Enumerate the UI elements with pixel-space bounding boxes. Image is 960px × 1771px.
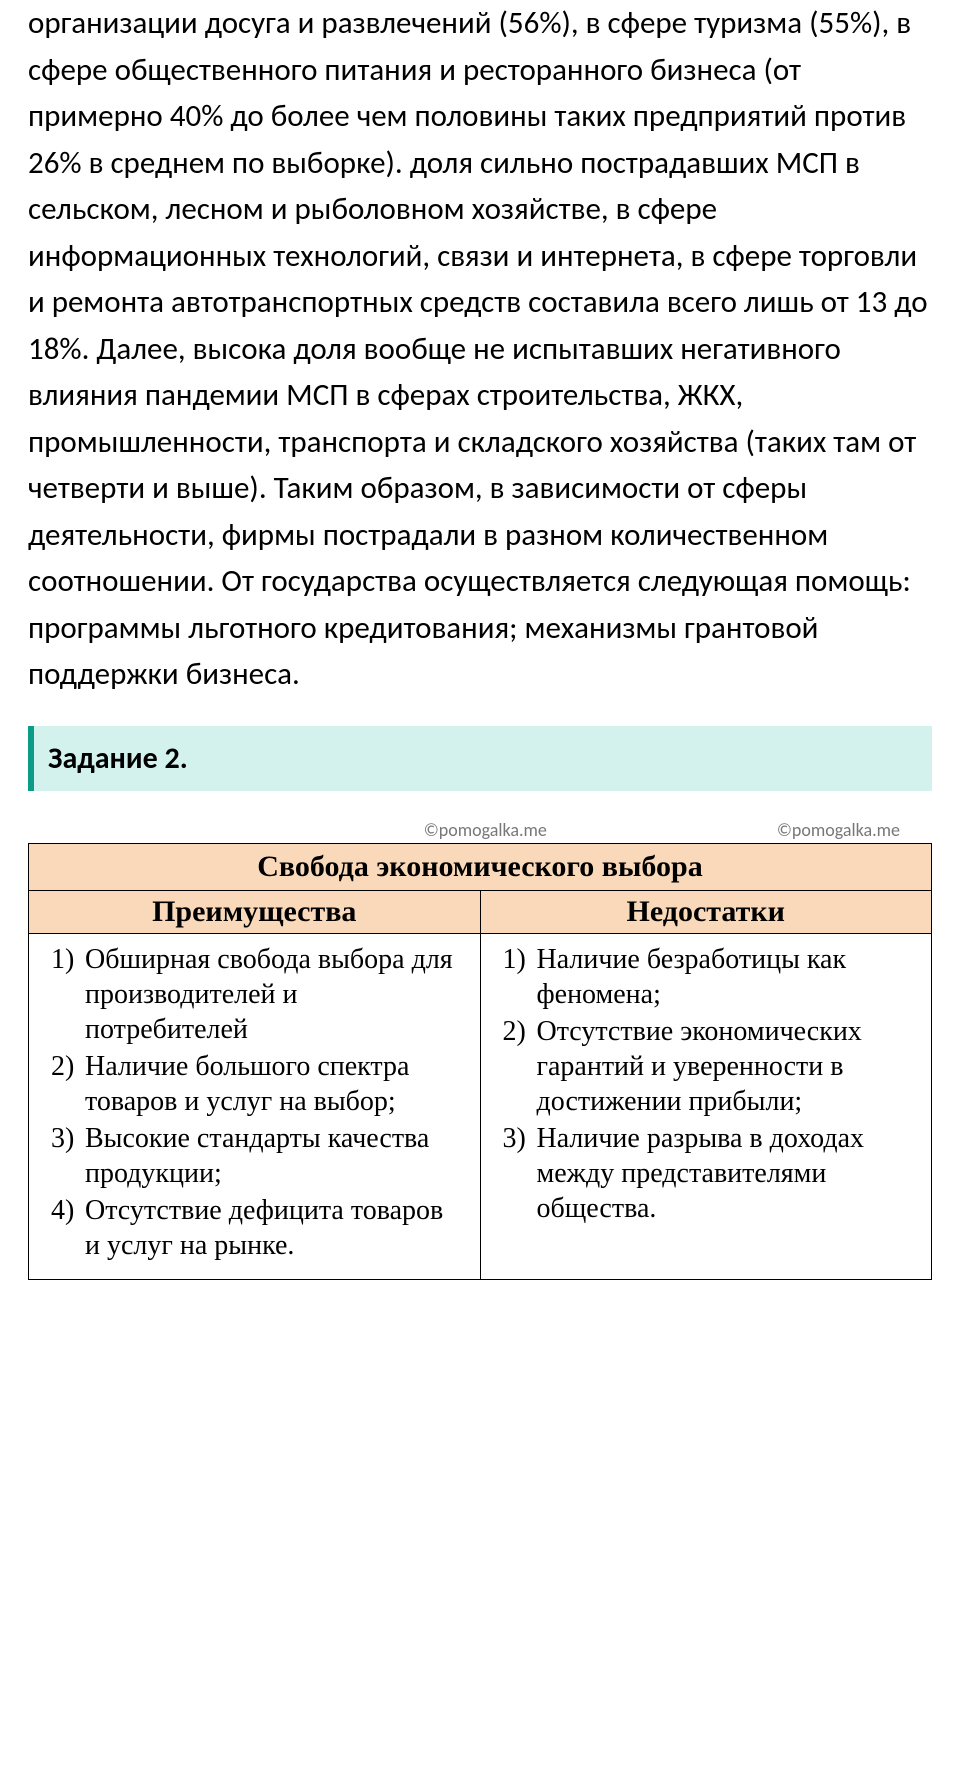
advantages-list: 1)Обширная свобода выбора для производит… — [51, 942, 462, 1263]
list-marker: 1) — [503, 942, 537, 1012]
list-text: Отсутствие экономических гарантий и увер… — [537, 1014, 914, 1119]
list-text: Высокие стандарты качества продукции; — [85, 1121, 462, 1191]
task-banner: Задание 2. — [28, 726, 932, 791]
table-header-advantages: Преимущества — [29, 890, 481, 933]
watermark-row: ©pomogalka.me ©pomogalka.me — [0, 819, 960, 841]
list-text: Наличие большого спектра товаров и услуг… — [85, 1049, 462, 1119]
list-item: 2)Отсутствие экономических гарантий и ув… — [503, 1014, 914, 1119]
table-cell-advantages: 1)Обширная свобода выбора для производит… — [29, 933, 481, 1279]
body-paragraph: организации досуга и развлечений (56%), … — [0, 0, 960, 698]
list-marker: 1) — [51, 942, 85, 1047]
watermark-left: ©pomogalka.me — [424, 819, 547, 841]
list-marker: 2) — [51, 1049, 85, 1119]
list-item: 3)Наличие разрыва в доходах между предст… — [503, 1121, 914, 1226]
list-text: Обширная свобода выбора для производител… — [85, 942, 462, 1047]
list-item: 1)Обширная свобода выбора для производит… — [51, 942, 462, 1047]
list-item: 3)Высокие стандарты качества продукции; — [51, 1121, 462, 1191]
watermark-right: ©pomogalka.me — [777, 819, 900, 841]
list-marker: 3) — [51, 1121, 85, 1191]
list-marker: 3) — [503, 1121, 537, 1226]
table-header-disadvantages: Недостатки — [480, 890, 932, 933]
table-title: Свобода экономического выбора — [29, 843, 932, 890]
list-marker: 4) — [51, 1193, 85, 1263]
list-item: 4)Отсутствие дефицита товаров и услуг на… — [51, 1193, 462, 1263]
list-item: 2)Наличие большого спектра товаров и усл… — [51, 1049, 462, 1119]
list-item: 1)Наличие безработицы как феномена; — [503, 942, 914, 1012]
list-text: Наличие безработицы как феномена; — [537, 942, 914, 1012]
disadvantages-list: 1)Наличие безработицы как феномена; 2)От… — [503, 942, 914, 1226]
table-cell-disadvantages: 1)Наличие безработицы как феномена; 2)От… — [480, 933, 932, 1279]
list-text: Наличие разрыва в доходах между представ… — [537, 1121, 914, 1226]
list-marker: 2) — [503, 1014, 537, 1119]
task-banner-label: Задание 2. — [48, 740, 188, 777]
comparison-table: Свобода экономического выбора Преимущест… — [28, 843, 932, 1280]
list-text: Отсутствие дефицита товаров и услуг на р… — [85, 1193, 462, 1263]
